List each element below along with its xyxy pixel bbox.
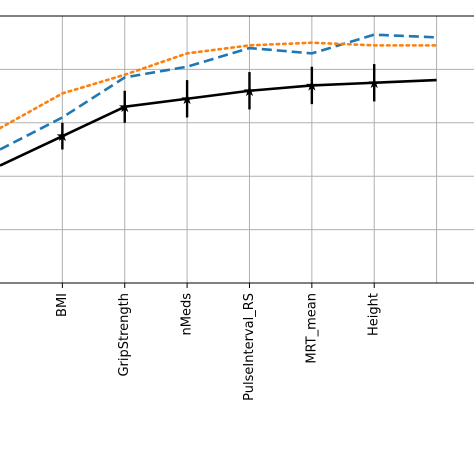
data-point-marker: ★ <box>180 90 193 108</box>
plot-area: ★ ★ ★ ★ ★ ★ BMI GripStrength nMeds PulseInterval… <box>0 15 474 401</box>
x-tick-labels: BMI GripStrength nMeds PulseInterval_RS MRT_… <box>55 293 382 401</box>
series-layer: ★ ★ ★ ★ ★ ★ <box>0 33 438 167</box>
data-point-marker: ★ <box>56 127 69 145</box>
x-tick-label: Height <box>367 293 382 336</box>
series-line-dashed <box>0 33 437 151</box>
series-line-solid-with-errorbars <box>0 78 437 167</box>
series-line-dotted <box>0 41 438 130</box>
axes <box>0 15 474 288</box>
x-tick-label: nMeds <box>180 293 195 336</box>
data-point-marker: ★ <box>118 98 131 116</box>
data-point-marker: ★ <box>305 76 318 94</box>
data-point-marker: ★ <box>367 74 380 92</box>
x-tick-label: GripStrength <box>117 293 132 377</box>
x-tick-label: PulseInterval_RS <box>242 293 257 401</box>
grid <box>0 16 474 283</box>
data-point-marker: ★ <box>243 82 256 100</box>
x-tick-label: MRT_mean <box>304 293 319 364</box>
x-tick-label: BMI <box>55 293 70 317</box>
